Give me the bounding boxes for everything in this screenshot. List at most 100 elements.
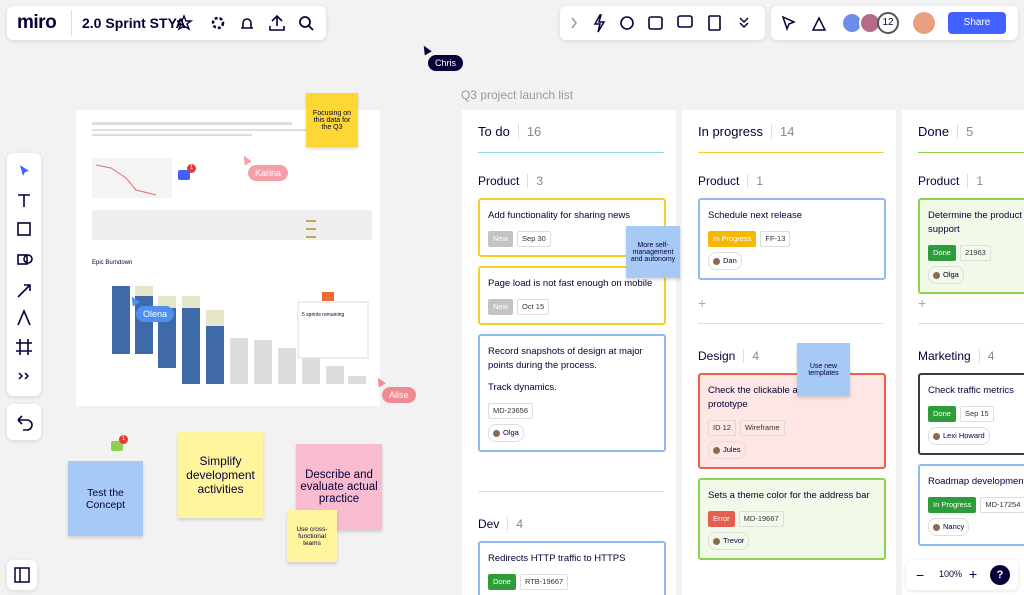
tag: RTB-19667 bbox=[519, 574, 569, 590]
tags: Error MD-19667 bbox=[708, 511, 876, 527]
assignee-name: Nancy bbox=[943, 522, 965, 531]
undo[interactable] bbox=[7, 404, 41, 440]
help[interactable]: ? bbox=[990, 565, 1010, 585]
add-card: + bbox=[918, 295, 927, 311]
cursor-label: Chris bbox=[428, 55, 464, 71]
tag: In Progress bbox=[708, 231, 757, 247]
tags: In Progress FF-13 bbox=[708, 231, 876, 247]
cursor-arrow bbox=[420, 43, 432, 56]
comment-icon[interactable] bbox=[111, 441, 123, 451]
assignee-name: Jules bbox=[723, 445, 741, 454]
card-title: Check the clickable area of the prototyp… bbox=[708, 385, 838, 410]
board-name[interactable]: 2.0 Sprint STYA bbox=[82, 15, 186, 31]
column-count: 16 bbox=[517, 124, 542, 139]
divider bbox=[698, 323, 884, 324]
logo[interactable]: miro bbox=[17, 12, 57, 33]
collaborator-count[interactable]: 12 bbox=[877, 12, 899, 34]
group-count: 4 bbox=[507, 517, 524, 531]
share-button[interactable]: Share bbox=[948, 12, 1006, 34]
zoom-in[interactable]: + bbox=[969, 566, 978, 582]
group-header: Marketing 4 bbox=[918, 349, 1024, 373]
group-name: Product bbox=[918, 174, 960, 188]
card-title: Add functionality for sharing news bbox=[488, 210, 631, 221]
card[interactable]: Check traffic metrics Done Sep 15 Lexi Howa… bbox=[918, 373, 1024, 455]
card[interactable]: Roadmap development In Progress MD-17254 Na… bbox=[918, 464, 1024, 546]
tag: MD-17254 bbox=[980, 497, 1024, 513]
assignee-name: Olga bbox=[503, 428, 519, 437]
group-count: 4 bbox=[743, 349, 760, 363]
comment-icon[interactable] bbox=[178, 170, 190, 180]
sticky-note[interactable]: More self-management and autonomy bbox=[626, 226, 680, 278]
card[interactable]: Schedule next release In Progress FF-13 Dan bbox=[698, 198, 886, 280]
panel-icon[interactable] bbox=[7, 560, 37, 590]
group-name: Product bbox=[478, 174, 520, 188]
group: Product 1 Schedule next release In Progress… bbox=[698, 174, 886, 289]
tags: Done Sep 15 bbox=[928, 406, 1024, 422]
avatar bbox=[713, 257, 720, 265]
chart-image bbox=[92, 122, 372, 384]
tag: Wireframe bbox=[739, 420, 785, 436]
tags: Done RTB-19667 bbox=[488, 574, 656, 590]
notification-badge: 1 bbox=[119, 435, 128, 444]
column-header: To do 16 bbox=[478, 124, 542, 139]
card-title: Roadmap development bbox=[928, 476, 1024, 487]
tag: ID 12 bbox=[708, 420, 736, 436]
card[interactable]: Sets a theme color for the address bar Er… bbox=[698, 478, 886, 560]
tag: Done bbox=[488, 574, 516, 590]
sticky-note[interactable]: Simplify development activities bbox=[178, 432, 263, 518]
tool-bar bbox=[560, 6, 765, 40]
tag: New bbox=[488, 231, 514, 247]
column-name: Done bbox=[918, 124, 950, 139]
collab-icons[interactable] bbox=[779, 13, 839, 33]
embedded-chart: Epic Burndown 5 sprints remaining bbox=[76, 110, 380, 406]
tool-icons[interactable] bbox=[560, 6, 765, 40]
top-bar: miro 2.0 Sprint STYA bbox=[7, 6, 326, 40]
sticky-note[interactable]: Focusing on this data for the Q3 bbox=[306, 93, 358, 147]
column-count: 5 bbox=[957, 124, 974, 139]
collab-bar: 12 Share bbox=[771, 6, 1018, 40]
assignee: Lexi Howard bbox=[928, 427, 990, 445]
tags: New Sep 30 bbox=[488, 231, 656, 247]
assignee: Olga bbox=[928, 266, 964, 284]
column: In progress 14 Product 1 Schedule next relea… bbox=[682, 110, 896, 595]
sticky-note[interactable]: Use cross-functional teams bbox=[287, 510, 337, 562]
tag: 21963 bbox=[959, 245, 991, 261]
card[interactable]: Determine the product customer support Do… bbox=[918, 198, 1024, 294]
card[interactable]: Record snapshots of design at major poin… bbox=[478, 334, 666, 452]
assignee: Dan bbox=[708, 252, 742, 270]
sticky-note[interactable]: Use new templates bbox=[797, 343, 850, 396]
card-title: Redirects HTTP traffic to HTTPS bbox=[488, 553, 626, 564]
assignee-name: Olga bbox=[943, 270, 959, 279]
group: Design 4 Check the clickable area of the p… bbox=[698, 349, 886, 569]
divider bbox=[918, 323, 1024, 324]
tags: In Progress MD-17254 bbox=[928, 497, 1024, 513]
own-avatar[interactable] bbox=[913, 12, 935, 34]
add-card: + bbox=[698, 295, 707, 311]
tag: Sep 15 bbox=[959, 406, 994, 422]
avatar bbox=[713, 537, 720, 545]
assignee-name: Trevor bbox=[723, 536, 745, 545]
zoom-out[interactable]: − bbox=[916, 567, 925, 583]
column: To do 16 Product 3 Add functionality for sha… bbox=[462, 110, 676, 595]
card[interactable]: Check the clickable area of the prototyp… bbox=[698, 373, 886, 469]
card[interactable]: Redirects HTTP traffic to HTTPS Done RTB-1… bbox=[478, 541, 666, 595]
group-header: Design 4 bbox=[698, 349, 886, 373]
tool-icons[interactable] bbox=[7, 153, 41, 396]
group-name: Product bbox=[698, 174, 740, 188]
card-title: Determine the product customer support bbox=[928, 210, 1024, 235]
group-name: Dev bbox=[478, 517, 500, 531]
assignee: Trevor bbox=[708, 532, 750, 550]
assignee-name: Lexi Howard bbox=[943, 431, 985, 440]
top-icons[interactable] bbox=[177, 13, 322, 33]
group-count: 1 bbox=[747, 174, 764, 188]
tags: ID 12 Wireframe bbox=[708, 420, 876, 436]
tag: FF-13 bbox=[760, 231, 791, 247]
assignee: Jules bbox=[708, 441, 746, 459]
sticky-note[interactable]: Test the Concept bbox=[68, 461, 143, 536]
divider bbox=[71, 10, 72, 36]
assignee: Nancy bbox=[928, 518, 970, 536]
group-name: Design bbox=[698, 349, 736, 363]
card-title: Sets a theme color for the address bar bbox=[708, 490, 870, 501]
cursor-label: Karina bbox=[248, 165, 289, 181]
undo-bar bbox=[7, 404, 41, 440]
